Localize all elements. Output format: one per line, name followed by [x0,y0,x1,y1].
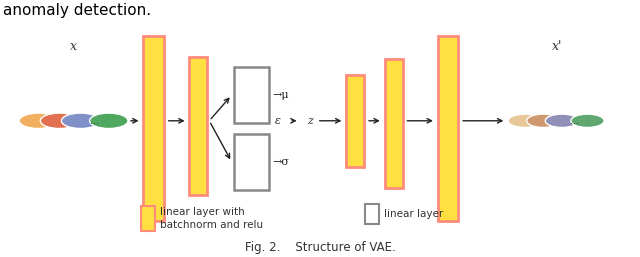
Text: linear layer with
batchnorm and relu: linear layer with batchnorm and relu [160,207,263,230]
Bar [234,67,269,123]
Circle shape [61,113,100,128]
Text: Fig. 2.    Structure of VAE.: Fig. 2. Structure of VAE. [244,241,396,254]
Circle shape [40,113,79,128]
Text: x': x' [552,40,562,53]
Text: ε: ε [275,116,281,126]
Bar [385,59,403,188]
Circle shape [527,114,560,127]
Circle shape [508,114,541,127]
Bar [143,36,164,221]
Bar [365,204,379,224]
Text: z: z [307,116,313,126]
Text: ...: ... [570,116,579,126]
Bar [346,75,364,167]
Text: anomaly detection.: anomaly detection. [3,3,151,17]
Bar [189,57,207,195]
Circle shape [571,114,604,127]
Text: linear layer: linear layer [384,209,444,219]
Circle shape [19,113,58,128]
Bar [141,206,155,231]
Text: x: x [70,40,77,53]
Circle shape [545,114,579,127]
Bar [438,36,458,221]
Circle shape [90,113,128,128]
Text: →σ: →σ [272,157,289,167]
Bar [234,134,269,190]
Text: ...: ... [90,116,99,126]
Text: →μ: →μ [272,90,289,100]
